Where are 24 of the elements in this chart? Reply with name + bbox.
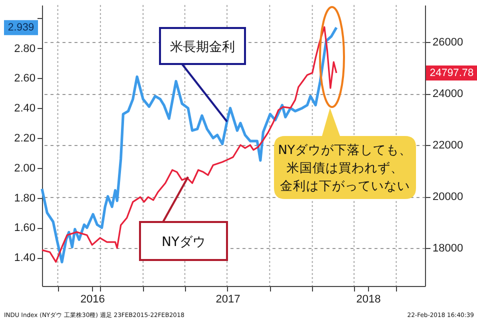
annotation: NYダウ [162,235,206,250]
x-tick-label: 2018 [356,294,381,306]
annotation: NYダウが下落しても、米国債は買われず、金利は下がっていない [278,142,412,193]
text: 2.939 [8,22,34,34]
y2-tick-label: 26000 [432,36,464,49]
annotation: 米長期金利 [170,40,235,55]
text: 24797.78 [430,66,474,79]
callout-box: 米長期金利 [159,27,246,122]
y2-tick-label: 24000 [432,88,464,100]
y-tick-label: 2.20 [14,132,36,145]
x-tick-label: 2017 [216,294,240,306]
y-tick-label: 2.40 [14,102,36,115]
callout-box: NYダウ [139,176,228,261]
y2-tick-label: 18000 [432,242,464,255]
y-tick-label: 1.80 [14,192,36,204]
y2-tick-label: 20000 [432,191,464,204]
y-tick-label: 2.80 [14,42,36,55]
y-tick-label: 2.60 [14,72,36,85]
y-tick-label: 1.60 [14,222,36,234]
speech-bubble: NYダウが下落しても、米国債は買われず、金利は下がっていない [274,108,416,199]
y-tick-label: 1.40 [14,252,36,264]
y-tick-label: 2.00 [14,162,36,174]
y2-tick-label: 22000 [432,140,464,152]
x-tick-label: 2016 [80,294,105,306]
